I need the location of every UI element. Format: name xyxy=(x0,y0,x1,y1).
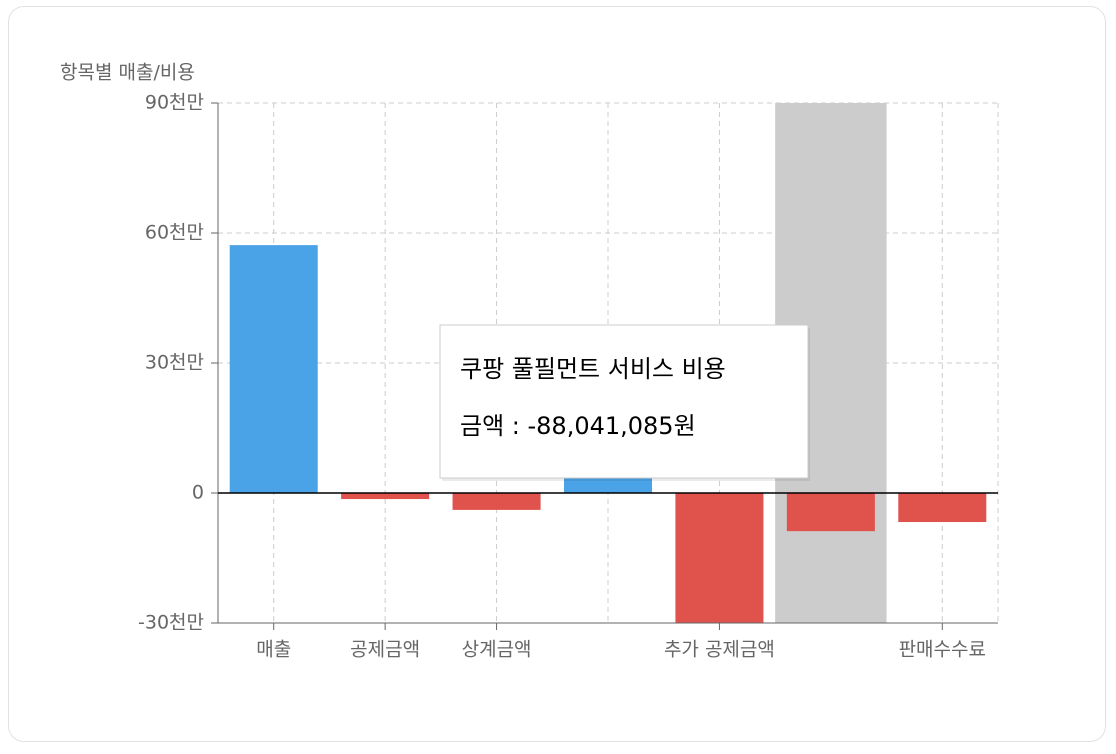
bar xyxy=(563,477,653,493)
bar xyxy=(341,493,430,500)
x-tick-label: 공제금액 xyxy=(350,639,420,661)
tooltip-title: 쿠팡 풀필먼트 서비스 비용 xyxy=(460,355,726,383)
y-tick-label: -30천만 xyxy=(138,612,204,634)
bar xyxy=(786,493,875,532)
bar xyxy=(675,493,764,623)
y-tick-label: 90천만 xyxy=(145,92,204,114)
tooltip xyxy=(439,324,809,479)
y-tick-label: 30천만 xyxy=(145,352,204,374)
x-tick-label: 추가 공제금액 xyxy=(664,639,775,661)
bar xyxy=(452,493,541,510)
bar xyxy=(229,245,318,493)
y-tick-label: 60천만 xyxy=(145,222,204,244)
axis-title: 항목별 매출/비용 xyxy=(60,62,195,84)
tooltip-value: 금액 : -88,041,085원 xyxy=(460,412,696,440)
card xyxy=(8,6,1106,742)
x-tick-label: 상계금액 xyxy=(462,639,532,661)
bar xyxy=(898,493,987,523)
x-tick-label: 매출 xyxy=(256,639,291,661)
x-tick-label: 판매수수료 xyxy=(899,639,986,661)
y-tick-label: 0 xyxy=(192,482,204,504)
